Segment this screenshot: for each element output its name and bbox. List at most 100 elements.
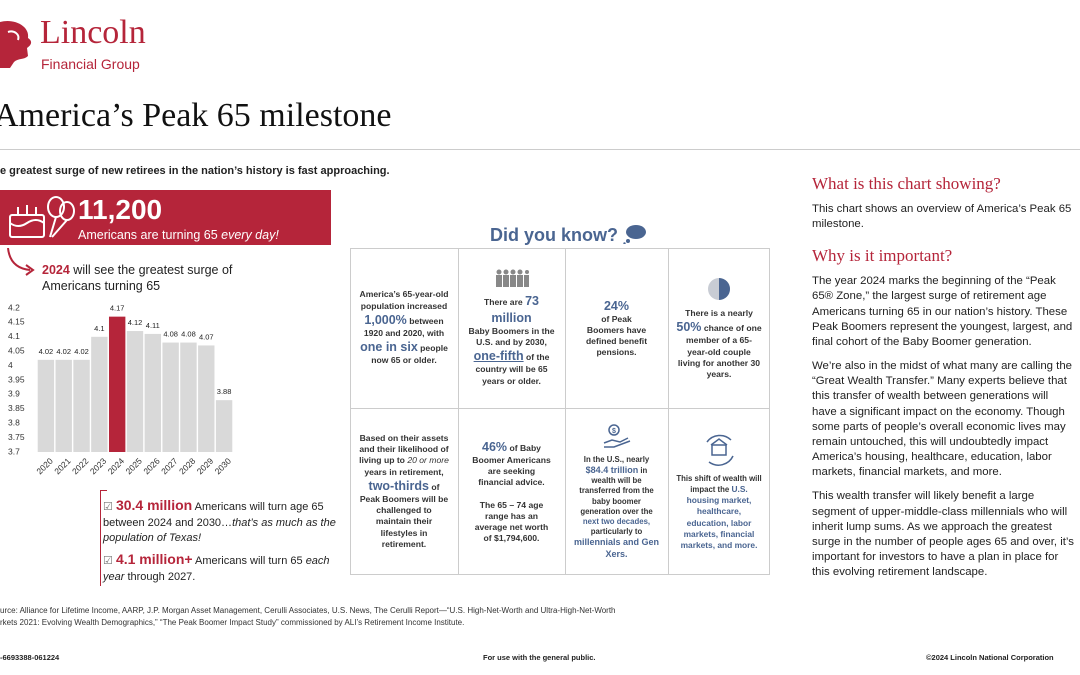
footer-code: -6693388-061224 — [0, 653, 60, 662]
x-tick-label: 2030 — [213, 456, 234, 477]
value-label: 4.07 — [199, 332, 214, 341]
dyk-cell: $ In the U.S., nearly $84.4 trillion in w… — [565, 408, 668, 575]
banner-text: Americans are turning 65 — [78, 228, 218, 242]
source-line: rkets 2021: Evolving Wealth Demographics… — [0, 617, 465, 627]
x-tick-label: 2028 — [177, 456, 198, 477]
value-label: 4.11 — [146, 321, 160, 330]
sidebar: What is this chart showing? This chart s… — [812, 174, 1076, 589]
dyk-cell: There are 73 million Baby Boomers in the … — [458, 248, 565, 408]
sidebar-paragraph: This wealth transfer will likely benefit… — [812, 490, 1074, 579]
arrow-icon — [7, 248, 35, 276]
people-icon — [495, 269, 529, 288]
cell-highlight: 73 million — [491, 294, 539, 325]
x-tick-label: 2023 — [88, 456, 109, 477]
bar — [55, 359, 72, 452]
dyk-cell: America’s 65-year-old population increas… — [350, 248, 458, 408]
dyk-box — [350, 248, 770, 575]
cake-icon — [9, 196, 75, 238]
cell-highlight: U.S. housing market, healthcare, educati… — [680, 484, 758, 550]
fact-text: through 2027. — [127, 570, 196, 583]
pie-icon — [708, 277, 730, 300]
page-title: America’s Peak 65 milestone — [0, 97, 392, 134]
cell-text: of Peak Boomers will be challenged to ma… — [359, 481, 449, 549]
x-tick-label: 2021 — [52, 456, 73, 477]
sidebar-heading: Why is it important? — [812, 246, 953, 266]
sidebar-text: This chart shows an overview of America’… — [812, 203, 1072, 231]
bar — [91, 336, 108, 452]
subtitle: e greatest surge of new retirees in the … — [0, 165, 390, 177]
x-tick-label: 2020 — [34, 456, 55, 477]
y-tick-label: 4.1 — [8, 331, 20, 341]
fact-text: Americans will turn 65 — [195, 555, 303, 567]
cell-highlight: two-thirds — [368, 478, 429, 493]
cell-text: of Peak Boomers have defined benefit pen… — [585, 313, 648, 358]
bar — [162, 342, 179, 452]
logo-sub: Financial Group — [41, 56, 140, 72]
cell-highlight: 24% — [603, 298, 630, 313]
bracket — [100, 490, 107, 586]
x-tick-label: 2027 — [159, 456, 180, 477]
y-tick-label: 3.8 — [8, 417, 20, 427]
bar — [126, 331, 144, 452]
logo-icon — [0, 21, 32, 68]
fact: ☑ 4.1 million+ Americans will turn 65 ea… — [103, 550, 343, 585]
x-tick-label: 2025 — [123, 456, 144, 477]
value-label: 4.08 — [181, 330, 196, 339]
dyk-divider — [668, 248, 669, 575]
y-tick-label: 4.05 — [8, 345, 25, 355]
cell-text: There is a nearly — [685, 307, 753, 318]
x-tick-label: 2026 — [141, 456, 162, 477]
cell-highlight: millennials and Gen Xers. — [573, 537, 660, 559]
cell-text: of Baby Boomer Americans are seeking fin… — [472, 442, 551, 488]
banner-number: 11,200 — [78, 194, 163, 225]
bar — [215, 400, 233, 452]
dyk-cell: Based on their assets and their likeliho… — [350, 408, 458, 575]
sidebar-paragraph: We’re also in the midst of what many are… — [812, 360, 1072, 479]
source: urce: Alliance for Lifetime Income, AARP… — [0, 605, 616, 628]
source-line: urce: Alliance for Lifetime Income, AARP… — [0, 606, 616, 615]
bar — [37, 359, 55, 452]
cell-text: In the U.S., nearly — [583, 454, 650, 464]
fact: ☑ 30.4 million Americans will turn age 6… — [103, 496, 343, 546]
dyk-cell: This shift of wealth will impact the U.S… — [668, 408, 770, 575]
chart-intro-year: 2024 — [42, 263, 70, 277]
cell-emphasis: 20 or more — [407, 455, 449, 466]
cell-text: particularly to — [590, 526, 643, 536]
x-tick-label: 2029 — [195, 456, 216, 477]
dyk-cell: 46% of Baby Boomer Americans are seeking… — [458, 408, 565, 575]
fact-text: Americans will turn age 65 between 2024 … — [103, 501, 324, 529]
banner-text: Americans are turning 65 every day! — [78, 228, 279, 242]
value-label: 4.02 — [74, 347, 89, 356]
value-label: 4.17 — [110, 304, 125, 313]
value-label: 4.08 — [163, 330, 178, 339]
y-tick-label: 3.75 — [8, 432, 25, 442]
dyk-title: Did you know? — [490, 224, 647, 246]
svg-text:$: $ — [612, 427, 616, 434]
bar — [108, 316, 126, 452]
value-label: 4.1 — [94, 324, 104, 333]
value-label: 4.02 — [39, 347, 54, 356]
sidebar-paragraph: The year 2024 marks the beginning of the… — [812, 275, 1073, 348]
y-tick-label: 3.9 — [8, 389, 20, 399]
cell-text: Baby Boomers in the U.S. and by 2030, — [468, 325, 555, 347]
y-tick-label: 3.85 — [8, 403, 25, 413]
dyk-cell: There is a nearly 50% chance of one membe… — [668, 248, 770, 408]
sidebar-heading: What is this chart showing? — [812, 174, 1001, 193]
cell-text: of the country will be 65 years or older… — [475, 352, 550, 386]
cell-text: in wealth will be transferred from the b… — [579, 465, 654, 516]
thought-icon — [623, 225, 647, 245]
y-tick-label: 3.95 — [8, 374, 25, 384]
cell-text: America’s 65-year-old population increas… — [359, 289, 449, 311]
chart-intro: 2024 will see the greatest surge of Amer… — [42, 262, 262, 295]
cell-highlight: next two decades, — [582, 516, 651, 526]
cell-text: This shift of wealth will impact the — [676, 474, 762, 495]
cell-highlight: 1,000% — [364, 312, 407, 327]
dyk-cell: 24% of Peak Boomers have defined benefit … — [565, 248, 668, 408]
y-tick-label: 4.2 — [8, 302, 20, 312]
bar — [144, 333, 162, 452]
cell-text: chance of one member of a 65-year-old co… — [677, 323, 762, 379]
dyk-title: Did you know? — [490, 225, 618, 245]
bar — [198, 345, 215, 452]
cell-highlight: one in six — [360, 340, 418, 355]
